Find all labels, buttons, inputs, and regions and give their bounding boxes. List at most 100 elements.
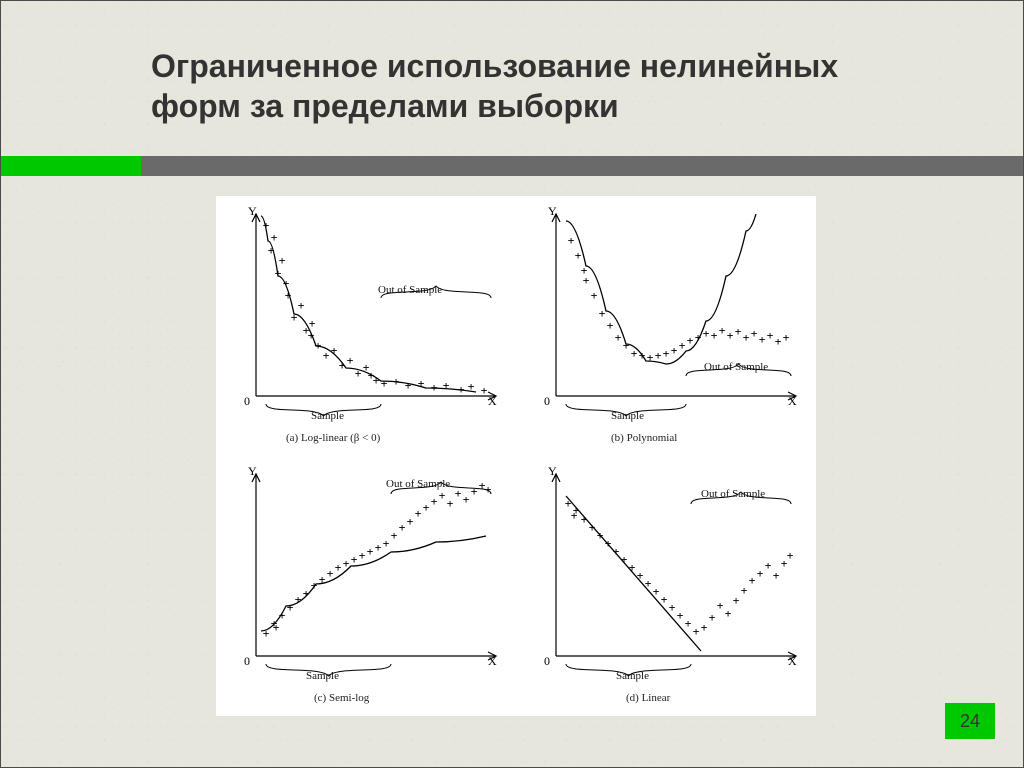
svg-text:+: + <box>271 231 278 244</box>
svg-text:+: + <box>575 249 582 262</box>
svg-text:+: + <box>319 573 326 586</box>
svg-text:+: + <box>581 513 588 526</box>
svg-text:+: + <box>303 587 310 600</box>
svg-text:+: + <box>447 497 454 510</box>
svg-text:+: + <box>263 627 270 640</box>
svg-text:+: + <box>481 384 488 397</box>
y-axis-label: Y <box>548 464 557 479</box>
svg-text:+: + <box>581 264 588 277</box>
svg-text:+: + <box>431 495 438 508</box>
chart-linear: ++++++++++++++++++++++++++++++ <box>516 456 816 716</box>
svg-text:+: + <box>701 621 708 634</box>
slide: Ограниченное использование нелинейных фо… <box>0 0 1024 768</box>
svg-text:+: + <box>693 625 700 638</box>
svg-text:+: + <box>263 219 270 232</box>
svg-text:+: + <box>629 561 636 574</box>
svg-text:+: + <box>273 621 280 634</box>
svg-text:+: + <box>285 289 292 302</box>
svg-text:+: + <box>295 593 302 606</box>
x-axis-label: X <box>788 654 797 669</box>
svg-text:+: + <box>308 329 315 342</box>
x-axis-label: X <box>488 654 497 669</box>
svg-text:+: + <box>351 553 358 566</box>
x-axis-label: X <box>488 394 497 409</box>
svg-text:+: + <box>331 344 338 357</box>
svg-text:+: + <box>343 557 350 570</box>
panel-caption: (c) Semi-log <box>314 692 369 704</box>
svg-text:+: + <box>607 319 614 332</box>
svg-text:+: + <box>711 329 718 342</box>
out-of-sample-label: Out of Sample <box>378 284 442 296</box>
svg-text:+: + <box>645 577 652 590</box>
slide-title: Ограниченное использование нелинейных фо… <box>151 46 891 126</box>
origin-label: 0 <box>544 394 550 409</box>
svg-text:+: + <box>613 545 620 558</box>
svg-text:+: + <box>399 521 406 534</box>
svg-text:+: + <box>471 485 478 498</box>
svg-text:+: + <box>749 574 756 587</box>
svg-text:+: + <box>407 515 414 528</box>
svg-text:+: + <box>327 567 334 580</box>
panel-linear: ++++++++++++++++++++++++++++++ Y X 0 Out… <box>516 456 816 716</box>
svg-text:+: + <box>735 325 742 338</box>
y-axis-label: Y <box>248 464 257 479</box>
svg-text:+: + <box>621 553 628 566</box>
svg-text:+: + <box>315 339 322 352</box>
svg-text:+: + <box>669 601 676 614</box>
svg-text:+: + <box>655 349 662 362</box>
svg-text:+: + <box>335 561 342 574</box>
chart-grid: ++++++++++++++++++++++++++++++ Y X 0 Out… <box>216 196 816 716</box>
svg-text:+: + <box>393 375 400 388</box>
svg-text:+: + <box>647 351 654 364</box>
svg-text:+: + <box>367 545 374 558</box>
svg-text:+: + <box>415 507 422 520</box>
svg-text:+: + <box>291 311 298 324</box>
svg-text:+: + <box>359 549 366 562</box>
svg-text:+: + <box>719 324 726 337</box>
svg-text:+: + <box>287 601 294 614</box>
svg-text:+: + <box>279 254 286 267</box>
x-axis-label: X <box>788 394 797 409</box>
svg-text:+: + <box>463 493 470 506</box>
svg-text:+: + <box>605 537 612 550</box>
svg-text:+: + <box>661 593 668 606</box>
sample-label: Sample <box>311 410 344 422</box>
origin-label: 0 <box>244 654 250 669</box>
svg-text:+: + <box>709 611 716 624</box>
panel-semi-log: ++++++++++++++++++++++++++++++ Y X 0 Out… <box>216 456 516 716</box>
sample-label: Sample <box>306 670 339 682</box>
origin-label: 0 <box>544 654 550 669</box>
svg-text:+: + <box>339 359 346 372</box>
svg-text:+: + <box>568 234 575 247</box>
panel-caption: (b) Polynomial <box>611 432 677 444</box>
page-number: 24 <box>945 703 995 739</box>
svg-text:+: + <box>765 559 772 572</box>
svg-text:+: + <box>631 347 638 360</box>
svg-text:+: + <box>787 549 794 562</box>
svg-text:+: + <box>653 585 660 598</box>
svg-text:+: + <box>637 569 644 582</box>
svg-text:+: + <box>759 333 766 346</box>
svg-text:+: + <box>268 244 275 257</box>
svg-text:+: + <box>591 289 598 302</box>
svg-text:+: + <box>599 307 606 320</box>
svg-text:+: + <box>775 335 782 348</box>
svg-text:+: + <box>639 349 646 362</box>
svg-text:+: + <box>275 267 282 280</box>
out-of-sample-label: Out of Sample <box>701 488 765 500</box>
svg-text:+: + <box>733 594 740 607</box>
svg-text:+: + <box>383 537 390 550</box>
sample-label: Sample <box>611 410 644 422</box>
svg-text:+: + <box>458 383 465 396</box>
svg-text:+: + <box>439 489 446 502</box>
svg-text:+: + <box>663 347 670 360</box>
y-axis-label: Y <box>248 204 257 219</box>
svg-text:+: + <box>468 380 475 393</box>
svg-text:+: + <box>695 331 702 344</box>
y-axis-label: Y <box>548 204 557 219</box>
svg-text:+: + <box>773 569 780 582</box>
svg-text:+: + <box>687 334 694 347</box>
svg-text:+: + <box>717 599 724 612</box>
svg-text:+: + <box>298 299 305 312</box>
panel-caption: (a) Log-linear (β < 0) <box>286 432 380 444</box>
